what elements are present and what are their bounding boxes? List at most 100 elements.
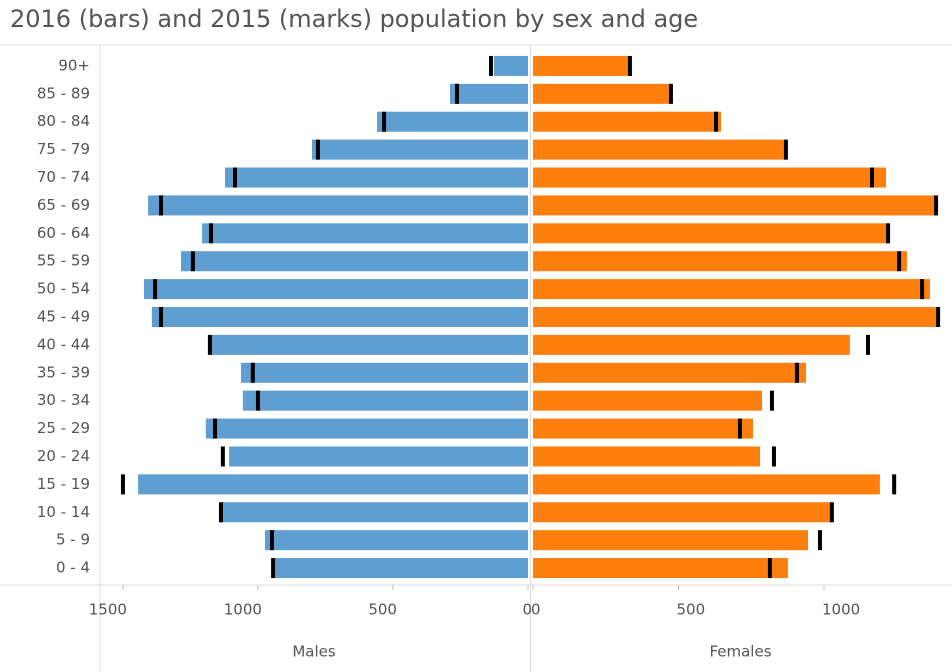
y-tick-label: 0 - 4 xyxy=(56,559,90,577)
mark-2015 xyxy=(159,307,164,327)
mark-2015 xyxy=(767,558,772,579)
mark-2015 xyxy=(829,502,834,523)
x-tick-label: 0 xyxy=(522,601,532,619)
bar xyxy=(144,279,528,300)
mark-2015 xyxy=(213,418,218,439)
y-tick-label: 70 - 74 xyxy=(37,168,90,186)
y-tick-label: 80 - 84 xyxy=(37,112,90,130)
bar xyxy=(533,279,930,300)
bar xyxy=(533,418,754,439)
bar xyxy=(274,558,528,579)
mark-2015 xyxy=(159,195,164,216)
y-tick-label: 85 - 89 xyxy=(37,84,90,102)
y-tick-label: 10 - 14 xyxy=(37,503,90,521)
x-axis-label: Females xyxy=(709,643,771,661)
mark-2015 xyxy=(315,139,320,160)
bar xyxy=(205,418,529,439)
bar xyxy=(533,83,671,104)
bar xyxy=(264,530,528,551)
bar xyxy=(533,307,937,327)
bar xyxy=(533,139,786,160)
bar xyxy=(493,55,528,76)
bar xyxy=(533,474,880,495)
mark-2015 xyxy=(454,83,459,104)
bar xyxy=(533,530,809,551)
mark-2015 xyxy=(153,279,158,300)
mark-2015 xyxy=(270,530,275,551)
y-tick-label: 60 - 64 xyxy=(37,224,90,242)
x-tick-label: 1000 xyxy=(224,601,262,619)
bar xyxy=(220,502,529,523)
bar xyxy=(449,83,528,104)
mark-2015 xyxy=(870,167,875,188)
mark-2015 xyxy=(892,474,897,495)
mark-2015 xyxy=(817,530,822,551)
mark-2015 xyxy=(897,251,902,272)
bar xyxy=(151,307,528,327)
y-tick-label: 45 - 49 xyxy=(37,308,90,326)
bar xyxy=(202,223,528,244)
bar xyxy=(138,474,528,495)
mark-2015 xyxy=(382,111,387,132)
mark-2015 xyxy=(769,390,774,411)
x-tick-label: 1500 xyxy=(89,601,127,619)
mark-2015 xyxy=(207,334,212,355)
mark-2015 xyxy=(120,474,125,495)
mark-2015 xyxy=(220,446,225,467)
bar xyxy=(533,167,887,188)
mark-2015 xyxy=(783,139,788,160)
bar xyxy=(181,251,528,272)
x-tick-label: 1000 xyxy=(822,601,860,619)
y-tick-label: 75 - 79 xyxy=(37,140,90,158)
bar xyxy=(533,502,832,523)
bar xyxy=(533,362,806,383)
bar xyxy=(242,390,529,411)
bar xyxy=(148,195,528,216)
x-tick-label: 0 xyxy=(531,601,541,619)
y-tick-label: 90+ xyxy=(58,56,90,74)
x-tick-label: 500 xyxy=(677,601,706,619)
bar xyxy=(533,223,887,244)
mark-2015 xyxy=(668,83,673,104)
y-tick-label: 65 - 69 xyxy=(37,196,90,214)
bar xyxy=(533,251,907,272)
bar xyxy=(311,139,528,160)
mark-2015 xyxy=(190,251,195,272)
mark-2015 xyxy=(627,55,632,76)
y-tick-label: 20 - 24 xyxy=(37,447,90,465)
chart-title: 2016 (bars) and 2015 (marks) population … xyxy=(10,5,698,33)
mark-2015 xyxy=(489,55,494,76)
mark-2015 xyxy=(233,167,238,188)
y-tick-label: 15 - 19 xyxy=(37,475,90,493)
bar xyxy=(533,55,628,76)
bar xyxy=(229,446,528,467)
bar xyxy=(240,362,528,383)
bar xyxy=(377,111,528,132)
y-tick-label: 25 - 29 xyxy=(37,419,90,437)
mark-2015 xyxy=(920,279,925,300)
mark-2015 xyxy=(886,223,891,244)
y-tick-label: 5 - 9 xyxy=(56,531,90,549)
bar xyxy=(225,167,529,188)
mark-2015 xyxy=(737,418,742,439)
bar xyxy=(533,558,788,579)
mark-2015 xyxy=(714,111,719,132)
bar xyxy=(209,334,528,355)
mark-2015 xyxy=(771,446,776,467)
x-tick-label: 500 xyxy=(368,601,397,619)
mark-2015 xyxy=(794,362,799,383)
mark-2015 xyxy=(271,558,276,579)
mark-2015 xyxy=(936,307,941,327)
bar xyxy=(533,334,850,355)
mark-2015 xyxy=(865,334,870,355)
mark-2015 xyxy=(934,195,939,216)
y-tick-label: 55 - 59 xyxy=(37,252,90,270)
y-tick-label: 40 - 44 xyxy=(37,335,90,353)
mark-2015 xyxy=(208,223,213,244)
bar xyxy=(533,111,722,132)
bar xyxy=(533,390,763,411)
mark-2015 xyxy=(255,390,260,411)
x-axis-label: Males xyxy=(292,643,336,661)
mark-2015 xyxy=(218,502,223,523)
